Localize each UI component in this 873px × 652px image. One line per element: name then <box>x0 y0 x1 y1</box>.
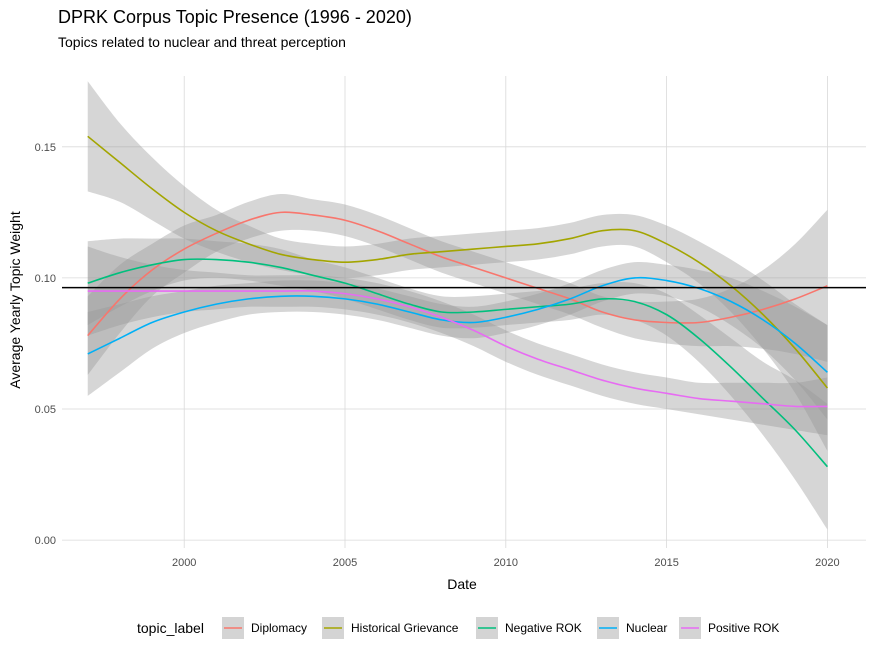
x-tick-label: 2015 <box>654 557 678 569</box>
legend-item-positive-rok: Positive ROK <box>679 617 779 639</box>
line-historical-grievance <box>87 135 829 389</box>
confidence-ribbons <box>87 81 828 530</box>
chart-subtitle: Topics related to nuclear and threat per… <box>58 34 346 50</box>
x-axis-ticks: 2000 2005 2010 2015 2020 <box>172 557 840 569</box>
x-axis-title: Date <box>447 576 477 592</box>
ribbon-nuclear <box>87 261 828 420</box>
legend-label: Negative ROK <box>505 621 582 635</box>
ribbon-negative-rok <box>87 238 828 530</box>
legend-label: Diplomacy <box>251 621 307 635</box>
y-axis-ticks: 0.00 0.05 0.10 0.15 <box>35 142 56 547</box>
legend: topic_label Diplomacy Historical Grievanc… <box>137 617 779 639</box>
y-axis-title: Average Yearly Topic Weight <box>7 211 23 389</box>
y-tick-label: 0.05 <box>35 404 56 416</box>
y-tick-label: 0.00 <box>35 535 56 547</box>
x-tick-label: 2000 <box>172 557 196 569</box>
x-tick-label: 2020 <box>815 557 839 569</box>
legend-label: Historical Grievance <box>351 621 459 635</box>
x-tick-label: 2010 <box>494 557 518 569</box>
line-diplomacy <box>87 211 828 337</box>
legend-label: Nuclear <box>626 621 667 635</box>
series-lines <box>87 135 829 468</box>
ribbon-diplomacy <box>87 193 828 375</box>
ribbon-historical-grievance <box>87 81 828 451</box>
legend-item-historical-grievance: Historical Grievance <box>322 617 459 639</box>
legend-item-diplomacy: Diplomacy <box>222 617 307 639</box>
line-nuclear <box>87 276 828 373</box>
legend-item-nuclear: Nuclear <box>597 617 667 639</box>
ribbon-positive-rok <box>87 246 828 436</box>
line-negative-rok <box>87 258 829 468</box>
line-positive-rok <box>87 290 828 408</box>
y-tick-label: 0.15 <box>35 142 56 154</box>
y-tick-label: 0.10 <box>35 273 56 285</box>
plot-area <box>62 76 866 548</box>
legend-label: Positive ROK <box>708 621 779 635</box>
chart-title: DPRK Corpus Topic Presence (1996 - 2020) <box>58 7 412 27</box>
legend-title: topic_label <box>137 620 204 636</box>
legend-item-negative-rok: Negative ROK <box>476 617 582 639</box>
x-tick-label: 2005 <box>333 557 357 569</box>
legend-items: Diplomacy Historical Grievance Negative RO… <box>222 617 779 639</box>
